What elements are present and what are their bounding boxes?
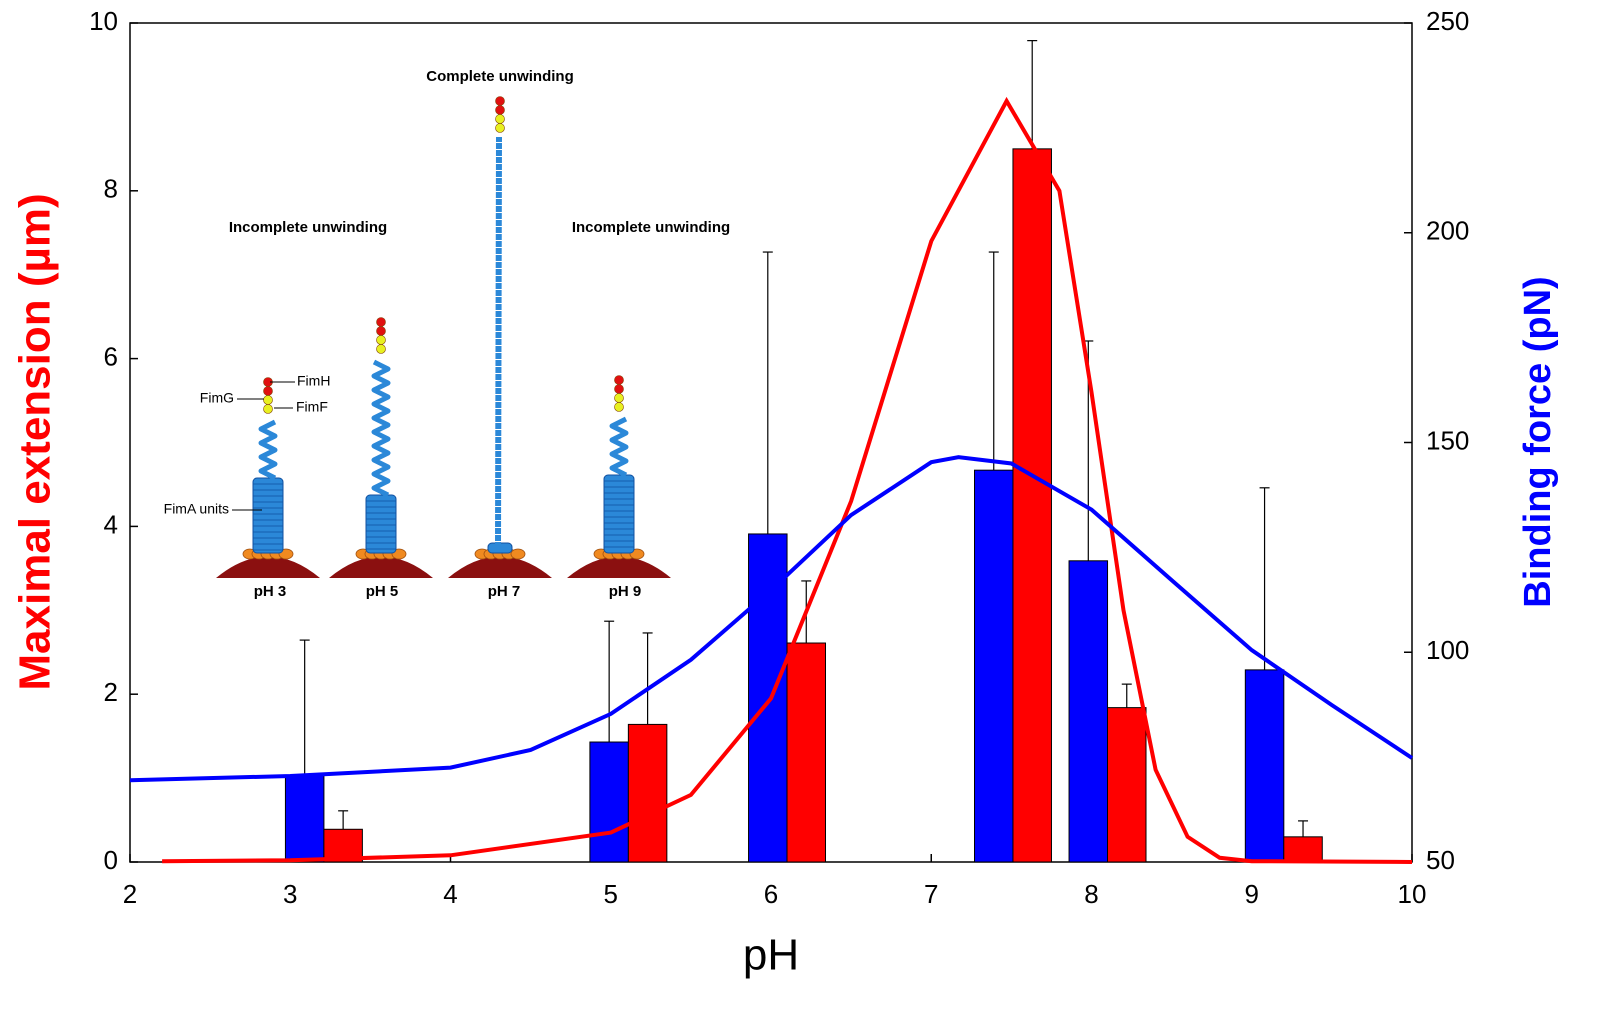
subunit	[614, 375, 624, 385]
bar	[1283, 836, 1323, 863]
annotation: FimG	[200, 390, 234, 406]
helix	[609, 416, 629, 478]
inset-illustration: Complete unwinding Incomplete unwinding In…	[164, 68, 731, 600]
subunit	[495, 114, 505, 124]
fima-rod	[603, 474, 635, 554]
annotation: Incomplete unwinding	[229, 219, 387, 236]
cell-surface	[448, 556, 552, 578]
annotation: pH 3	[254, 583, 287, 600]
x-tick-label: 8	[1084, 879, 1098, 909]
x-tick-label: 6	[764, 879, 778, 909]
cell-surface	[329, 556, 433, 578]
bar	[627, 723, 668, 863]
bar	[1068, 560, 1109, 863]
unwound-fiber	[495, 136, 502, 549]
subunit	[614, 393, 624, 403]
bar	[589, 741, 629, 863]
annotation: FimH	[297, 373, 330, 389]
subunit	[614, 384, 624, 394]
annotation: Complete unwinding	[426, 68, 574, 85]
x-tick-label: 7	[924, 879, 938, 909]
bar	[1107, 707, 1147, 863]
fima-rod	[365, 494, 397, 554]
y-tick-label: 2	[104, 677, 118, 707]
subunit	[263, 395, 273, 405]
annotation: Incomplete unwinding	[572, 219, 730, 236]
subunit	[495, 105, 505, 115]
y-tick-label: 4	[104, 509, 118, 539]
annotation: pH 9	[609, 583, 642, 600]
bar	[1244, 669, 1285, 863]
subunit	[376, 317, 386, 327]
annotation: FimA units	[164, 501, 229, 517]
y-tick-label: 10	[89, 6, 118, 36]
cell-surface	[567, 556, 671, 578]
annotation: pH 7	[488, 583, 521, 600]
subunit	[376, 335, 386, 345]
subunit	[376, 344, 386, 354]
bar	[786, 642, 827, 863]
y2-tick-label: 250	[1426, 6, 1469, 36]
receptor	[510, 548, 526, 560]
y-tick-label: 6	[104, 341, 118, 371]
x-axis-label: pH	[743, 931, 799, 980]
fit-curve	[129, 455, 1414, 783]
subunit	[495, 123, 505, 133]
y2-tick-label: 50	[1426, 845, 1455, 875]
x-tick-label: 3	[283, 879, 297, 909]
helix	[371, 359, 391, 498]
x-tick-label: 5	[604, 879, 618, 909]
x-tick-label: 2	[123, 879, 137, 909]
subunit	[376, 326, 386, 336]
annotation: FimF	[296, 399, 328, 415]
y2-tick-label: 150	[1426, 425, 1469, 455]
subunit	[263, 404, 273, 414]
subunit	[495, 96, 505, 106]
y2-tick-label: 100	[1426, 635, 1469, 665]
y2-tick-label: 200	[1426, 216, 1469, 246]
subunit	[263, 386, 273, 396]
subunit	[614, 402, 624, 412]
cell-surface	[216, 556, 320, 578]
y-tick-label: 8	[104, 174, 118, 204]
bar	[973, 469, 1014, 863]
annotation: pH 5	[366, 583, 399, 600]
bar	[284, 774, 325, 863]
x-tick-label: 10	[1398, 879, 1427, 909]
y2-axis-label: Binding force (pN)	[1517, 276, 1559, 607]
y-tick-label: 0	[104, 845, 118, 875]
bar	[1012, 148, 1052, 863]
x-tick-label: 9	[1245, 879, 1259, 909]
fima-rod	[252, 477, 284, 554]
fit-curve	[162, 96, 1413, 864]
x-tick-label: 4	[443, 879, 457, 909]
y-axis-label: Maximal extension (µm)	[11, 193, 60, 690]
helix	[258, 419, 278, 481]
